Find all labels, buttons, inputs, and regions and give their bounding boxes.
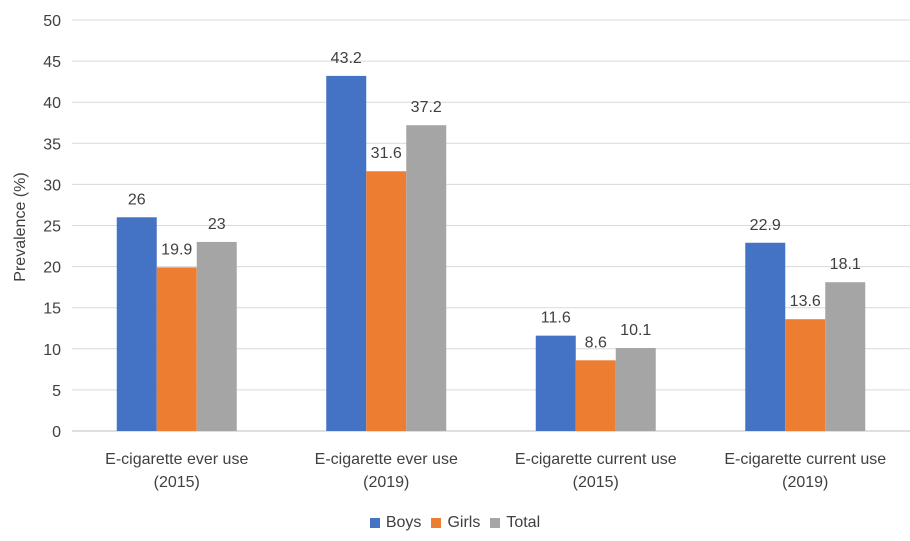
y-tick-label: 10 (43, 342, 61, 359)
data-label: 26 (128, 191, 146, 208)
bar-girls (156, 267, 197, 431)
data-label: 18.1 (830, 256, 861, 273)
x-tick-label: (2019) (363, 474, 409, 491)
data-label: 8.6 (585, 334, 607, 351)
bars (116, 75, 866, 432)
x-tick-label: E-cigarette current use (724, 451, 886, 468)
x-tick-label: (2019) (782, 474, 828, 491)
y-tick-label: 0 (52, 424, 61, 441)
y-tick-label: 35 (43, 136, 61, 153)
legend-label: Girls (447, 514, 481, 531)
data-label: 31.6 (371, 145, 402, 162)
legend: Boys Girls Total (0, 514, 910, 532)
data-label: 37.2 (411, 99, 442, 116)
y-tick-label: 15 (43, 301, 61, 318)
bar-total (406, 125, 447, 431)
legend-swatch (369, 518, 380, 528)
bar-girls (366, 171, 407, 432)
legend-swatch (431, 518, 442, 528)
x-tick-label: E-cigarette current use (515, 451, 677, 468)
bar-total (196, 241, 237, 431)
y-tick-label: 45 (43, 54, 61, 71)
y-tick-label: 25 (43, 219, 61, 236)
bar-boys (535, 335, 576, 431)
x-tick-label: (2015) (573, 474, 619, 491)
data-label: 22.9 (750, 217, 781, 234)
y-tick-label: 20 (43, 260, 61, 277)
x-tick-label: E-cigarette ever use (105, 451, 248, 468)
legend-label: Boys (385, 514, 422, 531)
y-tick-label: 50 (43, 13, 61, 30)
legend-item-boys: Boys (369, 514, 422, 532)
data-labels: 26 19.9 23 43.2 31.6 37.2 11.6 8.6 10.1 22.9 13.6 1… (128, 50, 861, 351)
x-tick-label: (2015) (154, 474, 200, 491)
bar-total (615, 347, 656, 431)
data-label: 23 (208, 216, 226, 233)
y-axis-title: Prevalence (%) (12, 172, 29, 281)
bar-boys (326, 75, 367, 431)
axes: 0 5 10 15 20 25 30 35 40 45 50 E-cigarette ever use… (43, 13, 910, 491)
y-tick-label: 30 (43, 177, 61, 194)
bar-girls (575, 360, 616, 431)
data-label: 13.6 (790, 293, 821, 310)
bar-girls (785, 319, 826, 431)
x-tick-label: E-cigarette ever use (315, 451, 458, 468)
data-label: 19.9 (161, 241, 192, 258)
data-label: 10.1 (620, 322, 651, 339)
bar-boys (745, 242, 786, 431)
bar-total (825, 282, 866, 431)
bar-boys (116, 217, 157, 431)
legend-item-girls: Girls (431, 514, 480, 532)
legend-item-total: Total (490, 514, 540, 532)
legend-swatch (490, 518, 501, 528)
data-label: 11.6 (541, 310, 571, 327)
y-tick-label: 5 (52, 383, 61, 400)
y-tick-label: 40 (43, 95, 61, 112)
legend-label: Total (506, 514, 541, 531)
data-label: 43.2 (331, 50, 362, 67)
